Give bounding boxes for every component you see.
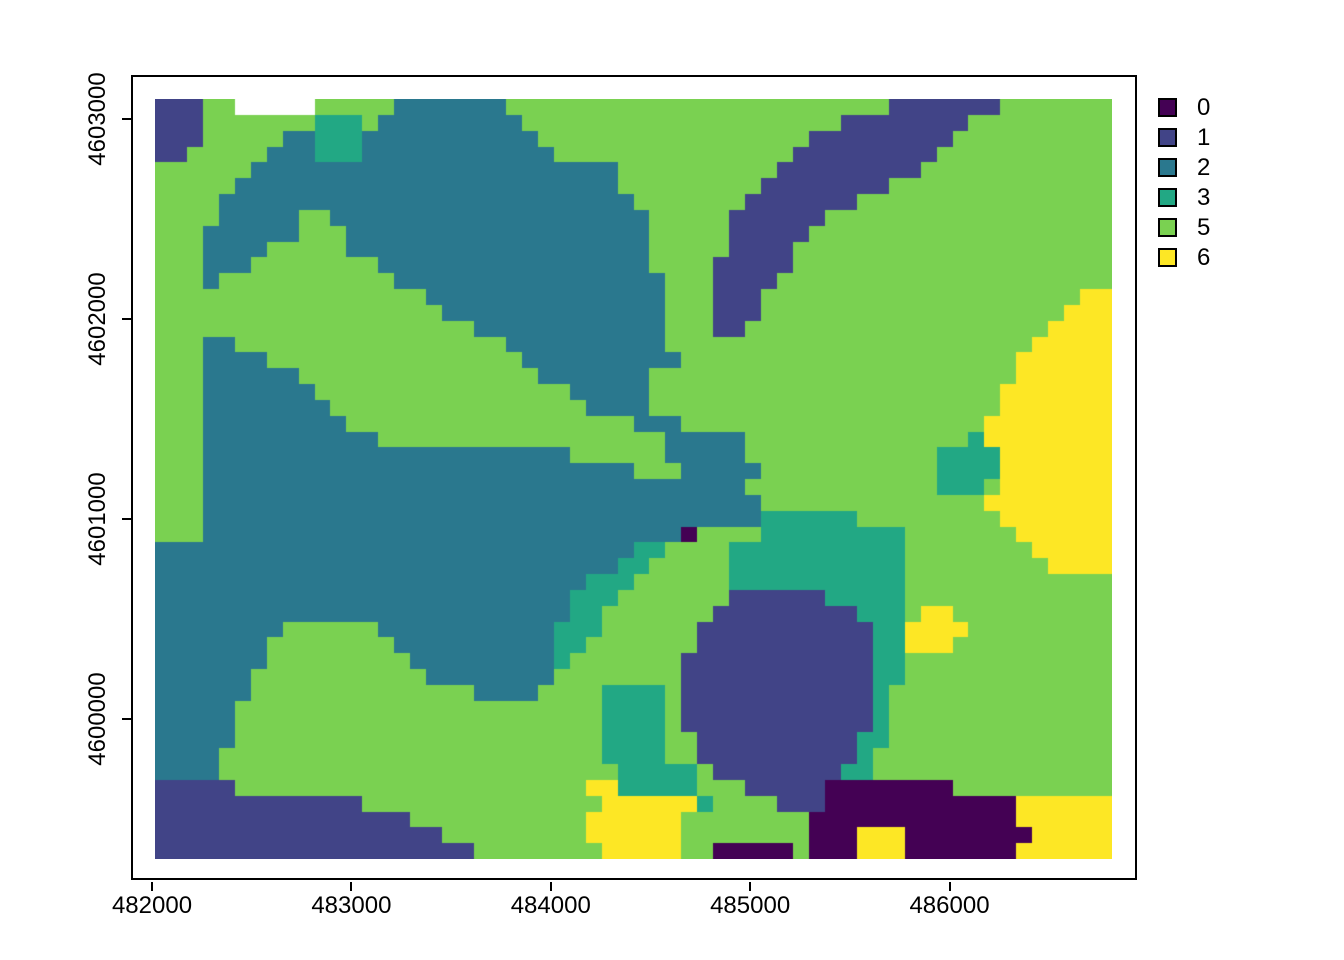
y-tick (122, 318, 131, 320)
x-tick (549, 882, 552, 891)
y-tick-label: 4603000 (84, 72, 111, 166)
plot-area (131, 75, 1137, 880)
raster-map (155, 99, 1112, 859)
legend: 0 1 2 3 5 6 (1158, 94, 1211, 278)
x-tick-label: 482000 (111, 892, 193, 919)
legend-swatch-icon (1158, 128, 1177, 147)
x-tick (151, 882, 153, 891)
y-tick-label: 4600000 (84, 672, 111, 766)
legend-swatch-icon (1158, 188, 1177, 207)
legend-item: 5 (1158, 214, 1211, 241)
legend-label: 3 (1197, 184, 1211, 211)
x-tick (749, 882, 752, 891)
x-tick (948, 882, 951, 891)
legend-label: 0 (1197, 94, 1211, 121)
legend-label: 1 (1197, 124, 1211, 151)
legend-label: 2 (1197, 154, 1211, 181)
legend-label: 5 (1197, 214, 1211, 241)
x-tick-label: 486000 (909, 892, 990, 919)
y-tick (122, 718, 131, 720)
y-tick-label: 4602000 (84, 272, 111, 366)
y-tick (122, 118, 131, 120)
y-tick-label: 4601000 (84, 472, 111, 566)
legend-swatch-icon (1158, 248, 1177, 267)
legend-item: 3 (1158, 184, 1211, 211)
legend-swatch-icon (1158, 218, 1177, 237)
legend-label: 6 (1197, 244, 1211, 271)
x-tick (350, 882, 353, 891)
y-tick (122, 518, 131, 520)
legend-item: 6 (1158, 244, 1211, 271)
legend-item: 0 (1158, 94, 1211, 121)
legend-swatch-icon (1158, 98, 1177, 117)
legend-item: 2 (1158, 154, 1211, 181)
x-tick-label: 484000 (510, 892, 591, 919)
legend-swatch-icon (1158, 158, 1177, 177)
x-tick-label: 483000 (311, 892, 392, 919)
x-tick-label: 485000 (710, 892, 791, 919)
legend-item: 1 (1158, 124, 1211, 151)
